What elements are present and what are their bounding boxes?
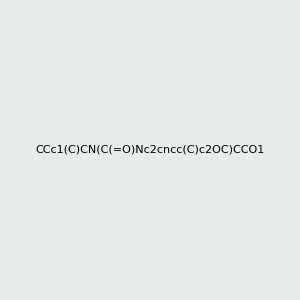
Text: CCc1(C)CN(C(=O)Nc2cncc(C)c2OC)CCO1: CCc1(C)CN(C(=O)Nc2cncc(C)c2OC)CCO1 bbox=[35, 145, 265, 155]
